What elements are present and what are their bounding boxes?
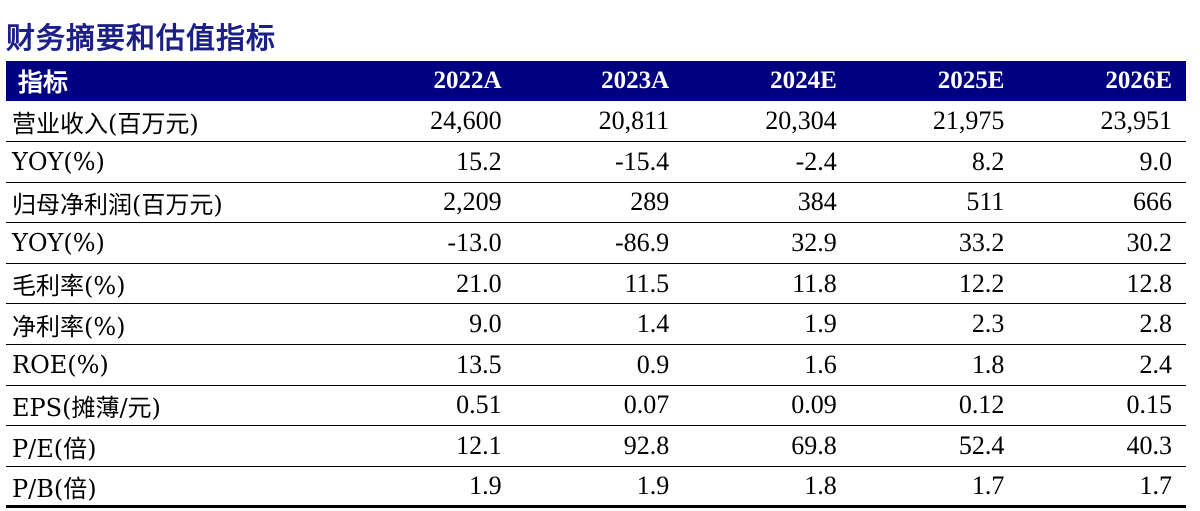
table-row: YOY(%) -13.0 -86.9 32.9 33.2 30.2 <box>6 222 1186 264</box>
table-cell: 289 <box>515 182 684 224</box>
table-cell: 1.7 <box>850 466 1019 509</box>
table-cell: 1.7 <box>1018 466 1186 509</box>
table-cell: 69.8 <box>683 425 851 467</box>
table-cell: 13.5 <box>348 344 516 386</box>
row-label: 归母净利润(百万元) <box>6 182 348 224</box>
table-row: P/B(倍) 1.9 1.9 1.8 1.7 1.7 <box>6 466 1186 509</box>
table-cell: 9.0 <box>348 303 516 346</box>
row-label: 净利率(%) <box>6 303 348 346</box>
table-row: 营业收入(百万元) 24,600 20,811 20,304 21,975 23… <box>6 101 1186 143</box>
table-cell: 2,209 <box>348 182 516 224</box>
table-row: YOY(%) 15.2 -15.4 -2.4 8.2 9.0 <box>6 141 1186 183</box>
table-cell: 33.2 <box>850 222 1019 264</box>
header-year-cell: 2023A <box>601 67 670 94</box>
table-cell: 52.4 <box>850 425 1019 467</box>
table-cell: 511 <box>850 182 1019 224</box>
table-cell: 384 <box>683 182 851 224</box>
row-label: YOY(%) <box>6 222 348 264</box>
table-cell: 1.8 <box>850 344 1019 386</box>
header-year-cell: 2024E <box>770 67 837 94</box>
table-cell: 1.4 <box>515 303 684 346</box>
table-row: ROE(%) 13.5 0.9 1.6 1.8 2.4 <box>6 344 1186 386</box>
table-cell: 21,975 <box>850 101 1019 143</box>
table-cell: 12.2 <box>850 263 1019 305</box>
financial-summary-table: 指标 2022A 2023A 2024E 2025E 2026E 营业收入(百万… <box>6 61 1186 509</box>
row-label: YOY(%) <box>6 141 348 183</box>
table-cell: 23,951 <box>1018 101 1186 143</box>
table-cell: 0.51 <box>348 385 516 427</box>
table-cell: 11.8 <box>683 263 851 305</box>
row-label: 毛利率(%) <box>6 263 348 305</box>
header-label-cell: 指标 <box>18 68 69 97</box>
header-year-cell: 2022A <box>433 67 502 94</box>
header-year-cell: 2026E <box>1105 67 1172 94</box>
table-cell: 1.9 <box>515 466 684 509</box>
header-year-cell: 2025E <box>937 67 1005 94</box>
page-title: 财务摘要和估值指标 <box>6 21 277 55</box>
table-row: 归母净利润(百万元) 2,209 289 384 511 666 <box>6 182 1186 224</box>
table-cell: 92.8 <box>515 425 684 467</box>
table-cell: 12.1 <box>348 425 516 467</box>
table-cell: 24,600 <box>348 101 516 143</box>
table-cell: 32.9 <box>683 222 851 264</box>
table-row: P/E(倍) 12.1 92.8 69.8 52.4 40.3 <box>6 425 1186 467</box>
table-cell: 2.4 <box>1018 344 1186 386</box>
table-cell: 1.9 <box>683 303 851 346</box>
table-cell: 1.6 <box>683 344 851 386</box>
row-label: P/E(倍) <box>6 425 348 467</box>
table-cell: 2.8 <box>1018 303 1186 346</box>
table-cell: 12.8 <box>1018 263 1186 305</box>
row-label: EPS(摊薄/元) <box>6 385 348 427</box>
table-cell: 21.0 <box>348 263 516 305</box>
table-cell: 0.9 <box>515 344 684 386</box>
row-label: P/B(倍) <box>6 466 348 509</box>
table-cell: 20,811 <box>515 101 684 143</box>
table-cell: 1.9 <box>348 466 516 509</box>
table-header-row: 指标 2022A 2023A 2024E 2025E 2026E <box>6 61 1186 101</box>
table-row: 毛利率(%) 21.0 11.5 11.8 12.2 12.8 <box>6 263 1186 305</box>
table-cell: 2.3 <box>850 303 1019 346</box>
table-cell: 11.5 <box>515 263 684 305</box>
table-cell: 40.3 <box>1018 425 1186 467</box>
table-cell: 0.15 <box>1018 385 1186 427</box>
table-cell: 0.12 <box>850 385 1019 427</box>
table-cell: 30.2 <box>1018 222 1186 264</box>
table-cell: 0.09 <box>683 385 851 427</box>
table-cell: 0.07 <box>515 385 684 427</box>
table-row: EPS(摊薄/元) 0.51 0.07 0.09 0.12 0.15 <box>6 385 1186 427</box>
table-cell: 15.2 <box>348 141 516 183</box>
table-cell: -86.9 <box>515 222 684 264</box>
table-cell: 8.2 <box>850 141 1019 183</box>
table-row: 净利率(%) 9.0 1.4 1.9 2.3 2.8 <box>6 303 1186 346</box>
table-cell: 1.8 <box>683 466 851 509</box>
financial-summary-table-container: 指标 2022A 2023A 2024E 2025E 2026E 营业收入(百万… <box>6 61 1186 509</box>
table-cell: -2.4 <box>683 141 851 183</box>
table-cell: -15.4 <box>515 141 684 183</box>
row-label: ROE(%) <box>6 344 348 386</box>
table-cell: 9.0 <box>1018 141 1186 183</box>
table-cell: -13.0 <box>348 222 516 264</box>
table-cell: 666 <box>1018 182 1186 224</box>
row-label: 营业收入(百万元) <box>6 101 348 143</box>
table-cell: 20,304 <box>683 101 851 143</box>
